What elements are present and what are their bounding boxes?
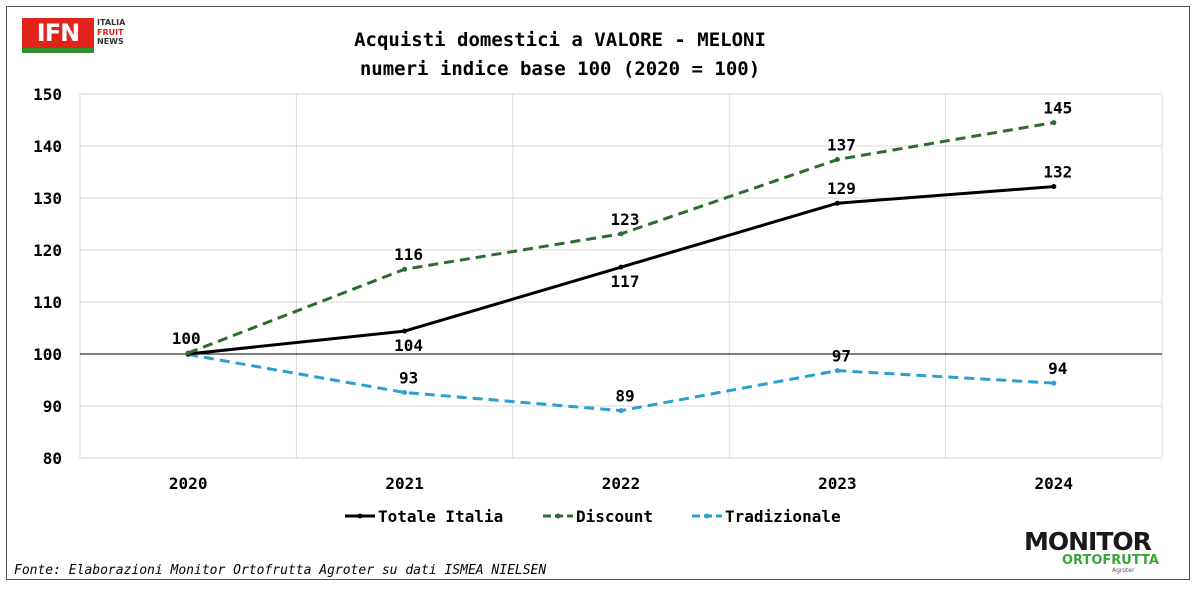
legend-marker: [704, 513, 710, 519]
x-tick-label: 2023: [818, 474, 857, 493]
chart-frame: [6, 6, 1190, 580]
data-point: [618, 231, 624, 237]
data-point: [402, 328, 408, 334]
y-tick-label: 140: [33, 137, 62, 156]
legend-marker: [555, 513, 561, 519]
y-tick-label: 150: [33, 85, 62, 104]
y-tick-label: 120: [33, 241, 62, 260]
monitor-ortofrutta-logo: MONITOR ORTOFRUTTA Agroter: [1024, 529, 1179, 575]
legend-marker: [357, 513, 363, 519]
source-note: Fonte: Elaborazioni Monitor Ortofrutta A…: [14, 563, 547, 578]
legend-label: Totale Italia: [378, 507, 503, 526]
x-tick-label: 2020: [169, 474, 208, 493]
data-point: [1051, 380, 1057, 386]
y-tick-label: 110: [33, 293, 62, 312]
data-label: 104: [394, 336, 423, 355]
data-point: [618, 264, 624, 270]
data-label: 123: [611, 210, 640, 229]
x-tick-label: 2024: [1035, 474, 1074, 493]
monitor-logo-sub: Agroter: [1112, 567, 1135, 574]
y-tick-label: 90: [43, 397, 62, 416]
x-tick-label: 2021: [385, 474, 424, 493]
data-label: 100: [172, 329, 201, 348]
ifn-logo-line2: FRUIT: [97, 27, 124, 37]
data-label: 129: [827, 179, 856, 198]
legend-label: Discount: [576, 507, 653, 526]
data-label: 97: [832, 347, 851, 366]
data-label: 94: [1048, 359, 1067, 378]
ifn-logo-mark: IFN: [22, 18, 94, 48]
data-point: [1051, 184, 1057, 190]
data-point: [618, 408, 624, 414]
ifn-logo-line3: NEWS: [97, 37, 124, 46]
ifn-logo-line1: ITALIA: [97, 18, 126, 27]
data-point: [1051, 120, 1057, 126]
data-label: 145: [1043, 99, 1072, 118]
y-tick-label: 80: [43, 449, 62, 468]
data-label: 117: [611, 272, 640, 291]
data-point: [834, 200, 840, 206]
ifn-logo-bar: [22, 48, 94, 53]
y-tick-label: 130: [33, 189, 62, 208]
chart-title: Acquisti domestici a VALORE - MELONI: [354, 29, 766, 51]
series-line-discount: [187, 121, 1055, 355]
ifn-logo-words: ITALIA FRUIT NEWS: [97, 18, 125, 47]
x-tick-label: 2022: [602, 474, 641, 493]
chart-subtitle: numeri indice base 100 (2020 = 100): [360, 58, 760, 80]
data-point: [402, 389, 408, 395]
monitor-logo-bottom: ORTOFRUTTA: [1062, 553, 1159, 568]
ifn-logo: IFN ITALIA FRUIT NEWS: [22, 18, 142, 54]
data-label: 89: [615, 387, 634, 406]
data-label: 132: [1043, 163, 1072, 182]
data-label: 116: [394, 245, 423, 264]
monitor-logo-top: MONITOR: [1024, 527, 1152, 556]
data-label: 93: [399, 368, 418, 387]
legend-label: Tradizionale: [725, 507, 841, 526]
data-label: 137: [827, 136, 856, 155]
data-point: [402, 266, 408, 272]
data-point: [834, 368, 840, 374]
data-point: [185, 350, 191, 356]
y-tick-label: 100: [33, 345, 62, 364]
data-point: [834, 157, 840, 163]
